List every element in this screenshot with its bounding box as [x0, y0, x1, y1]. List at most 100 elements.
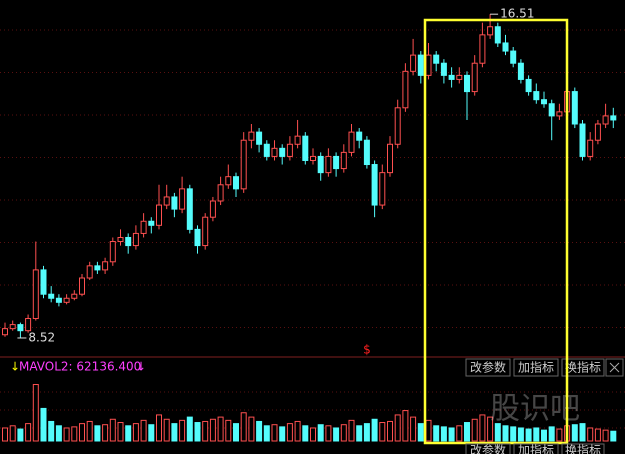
button-label[interactable]: 加指标 [518, 360, 554, 375]
candle-body [294, 135, 301, 145]
indicator-label: MAVOL2: 62136.400 [19, 360, 141, 374]
volume-bar [340, 424, 347, 442]
candle-body [363, 139, 370, 166]
button[interactable] [465, 443, 511, 454]
volume-bar [240, 412, 247, 442]
volume-bar [171, 423, 178, 442]
candle-body [456, 74, 463, 80]
candle-body [310, 155, 316, 161]
plot-area: 16.51 8.52 [0, 7, 625, 442]
volume-bar [456, 425, 463, 442]
button-row-lower: 改参数 加指标 换指标 [465, 443, 605, 454]
candle-body [240, 139, 247, 190]
candle-body [394, 107, 401, 145]
volume-bar [256, 420, 263, 442]
volume-bar [233, 423, 239, 442]
volume-bar [363, 423, 370, 442]
volume-bar [317, 424, 324, 442]
button-label[interactable]: 换指标 [565, 360, 601, 375]
volume-bar [71, 426, 78, 442]
candle-body [387, 143, 393, 174]
candle-body [79, 277, 85, 295]
candle-body [402, 70, 409, 109]
volume-bar [502, 425, 509, 442]
volume-bar [302, 425, 309, 442]
volume-bar [310, 427, 316, 442]
candle-body [417, 54, 424, 76]
button-label[interactable]: 改参数 [470, 360, 506, 375]
volume-bar [217, 416, 224, 442]
candle-body [40, 269, 47, 295]
volume-bar [94, 425, 101, 442]
candle-body [348, 131, 355, 153]
arrow-icon: ↓ [136, 360, 146, 374]
volume-bar [571, 424, 578, 442]
candle-body [379, 172, 386, 206]
volume-bar [248, 416, 255, 442]
candle-body [233, 176, 239, 190]
candle-body [494, 26, 501, 44]
candle-body [433, 54, 440, 64]
volume-bar [541, 429, 547, 442]
volume-bar [79, 423, 85, 442]
candle-body [17, 324, 24, 332]
highlight-box [423, 18, 569, 445]
button-label[interactable]: 改参数 [470, 443, 506, 454]
candle-body [271, 147, 278, 157]
candle-body [356, 131, 363, 141]
volume-bar [433, 425, 440, 442]
volume-bar [394, 414, 401, 442]
candle-body [602, 115, 609, 125]
volume-bar [379, 422, 386, 442]
candle-body [132, 232, 139, 247]
candle-body [610, 115, 617, 121]
volume-bar [140, 419, 147, 442]
candle-body [579, 123, 586, 157]
volume-bar [525, 428, 532, 442]
button[interactable] [513, 358, 559, 377]
volume-bar [179, 419, 186, 442]
volume-bar [333, 427, 340, 442]
candle-body [548, 103, 555, 117]
candle-body [571, 91, 578, 125]
candle-body [202, 216, 209, 247]
volume-bar [602, 429, 609, 442]
volume-bar [102, 424, 109, 442]
volume-bar [533, 427, 540, 442]
button[interactable] [561, 358, 605, 377]
volume-bar [294, 420, 301, 442]
volume-bar [125, 425, 132, 442]
button[interactable] [561, 443, 605, 454]
volume-bar [2, 427, 8, 442]
volume-bar [517, 427, 524, 442]
volume-bar [9, 425, 16, 442]
volume-bar [286, 423, 293, 442]
arrow-icon: ↓ [10, 360, 20, 374]
candle-body [525, 78, 532, 93]
candle-body [425, 54, 432, 76]
candle-body [55, 297, 62, 303]
volume-bar [163, 418, 170, 442]
candle-body [86, 265, 93, 279]
volume-bar [487, 416, 494, 442]
volume-bar [440, 426, 447, 442]
button[interactable] [513, 443, 559, 454]
volume-bar [587, 427, 594, 442]
candle-body [286, 143, 293, 157]
button-label[interactable]: 换指标 [565, 443, 601, 454]
candle-body [217, 184, 224, 202]
volume-bar [156, 414, 162, 442]
volume-bar [202, 420, 209, 442]
button[interactable] [465, 358, 511, 377]
volume-bar [464, 422, 470, 442]
candle-body [256, 131, 263, 145]
button-label[interactable]: 加指标 [518, 443, 554, 454]
volume-bar [263, 425, 270, 442]
volume-bar [32, 384, 39, 442]
volume-bar [556, 428, 563, 442]
candle-body [179, 188, 186, 210]
candle-body [94, 265, 101, 271]
candle-body [32, 269, 39, 320]
candle-body [333, 155, 340, 170]
